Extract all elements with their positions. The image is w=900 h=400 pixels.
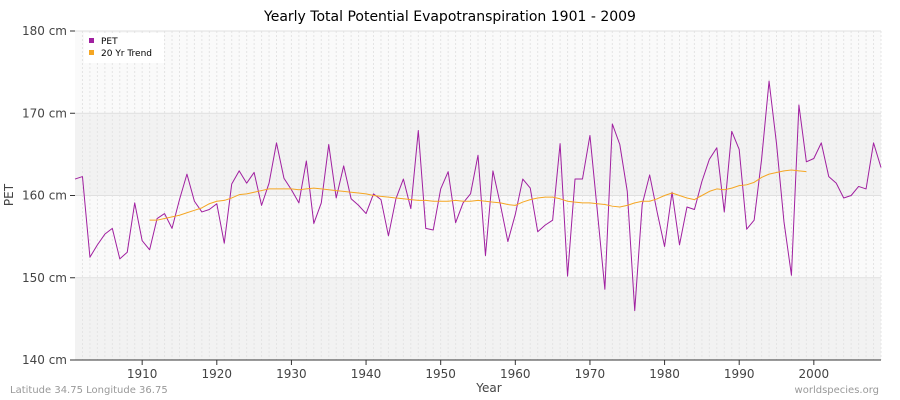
y-tick-label: 150 cm <box>22 271 67 285</box>
x-tick-label: 1960 <box>500 367 531 381</box>
x-axis-label: Year <box>475 381 501 395</box>
y-axis-label: PET <box>2 183 16 206</box>
x-tick-label: 1920 <box>202 367 233 381</box>
grid-lines <box>75 30 882 361</box>
legend-box <box>84 33 164 63</box>
y-axis-ticks: 140 cm 150 cm 160 cm 170 cm 180 cm <box>22 24 75 367</box>
footer-location: Latitude 34.75 Longitude 36.75 <box>10 385 168 396</box>
x-tick-label: 1940 <box>351 367 382 381</box>
x-tick-label: 2000 <box>799 367 830 381</box>
series-line-pet <box>74 80 882 312</box>
x-tick-label: 1910 <box>127 367 158 381</box>
y-tick-label: 160 cm <box>22 189 67 203</box>
x-tick-label: 1970 <box>575 367 606 381</box>
legend-swatch-pet <box>89 38 94 43</box>
legend-label-pet: PET <box>101 37 118 47</box>
y-tick-label: 170 cm <box>22 106 67 120</box>
x-tick-label: 1990 <box>724 367 755 381</box>
x-tick-label: 1980 <box>649 367 680 381</box>
series-line-trend <box>149 169 807 221</box>
legend: PET 20 Yr Trend <box>84 33 164 63</box>
y-tick-label: 140 cm <box>22 353 67 367</box>
x-tick-label: 1950 <box>425 367 456 381</box>
footer-source: worldspecies.org <box>795 385 879 396</box>
x-axis-ticks: 1910 1920 1930 1940 1950 1960 1970 1980 1990 2000 <box>127 360 829 381</box>
plot-band <box>75 113 881 196</box>
legend-label-trend: 20 Yr Trend <box>101 49 152 59</box>
y-tick-label: 180 cm <box>22 24 67 38</box>
chart-title: Yearly Total Potential Evapotranspiratio… <box>263 9 636 25</box>
series-group <box>74 80 882 312</box>
x-tick-label: 1930 <box>276 367 307 381</box>
legend-swatch-trend <box>89 50 94 55</box>
